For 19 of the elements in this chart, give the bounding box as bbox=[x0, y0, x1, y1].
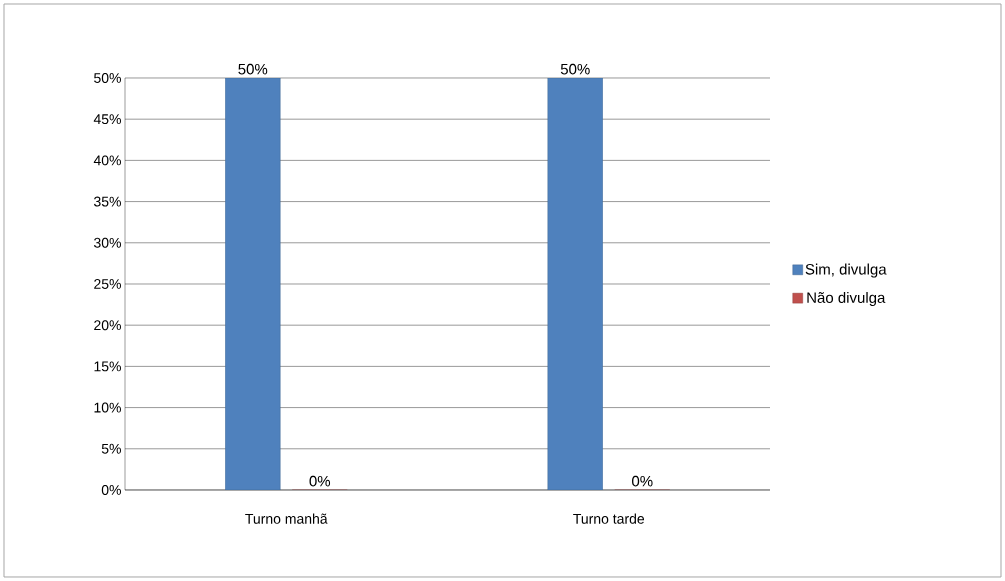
y-tick-label: 35% bbox=[94, 196, 121, 207]
y-tick-label: 10% bbox=[94, 402, 121, 413]
x-tick-label: Turno tarde bbox=[573, 513, 645, 524]
y-tick-label: 50% bbox=[94, 73, 121, 83]
y-tick-label: 40% bbox=[93, 155, 121, 166]
data-label: 50% bbox=[238, 63, 268, 75]
data-label: 0% bbox=[309, 475, 331, 487]
legend-label: Sim, divulga bbox=[805, 263, 887, 278]
legend-label: Não divulga bbox=[807, 291, 886, 306]
y-tick-label: 5% bbox=[101, 443, 121, 454]
y-tick-label: 25% bbox=[94, 279, 121, 289]
y-tick-label: 30% bbox=[94, 237, 121, 248]
y-tick-label: 20% bbox=[94, 320, 121, 331]
data-label: 0% bbox=[632, 475, 653, 487]
x-tick-label: Turno manhã bbox=[245, 513, 328, 524]
y-tick-label: 0% bbox=[101, 485, 121, 495]
y-tick-label: 15% bbox=[94, 361, 121, 372]
data-label: 50% bbox=[560, 63, 590, 75]
y-tick-label: 45% bbox=[93, 114, 121, 125]
